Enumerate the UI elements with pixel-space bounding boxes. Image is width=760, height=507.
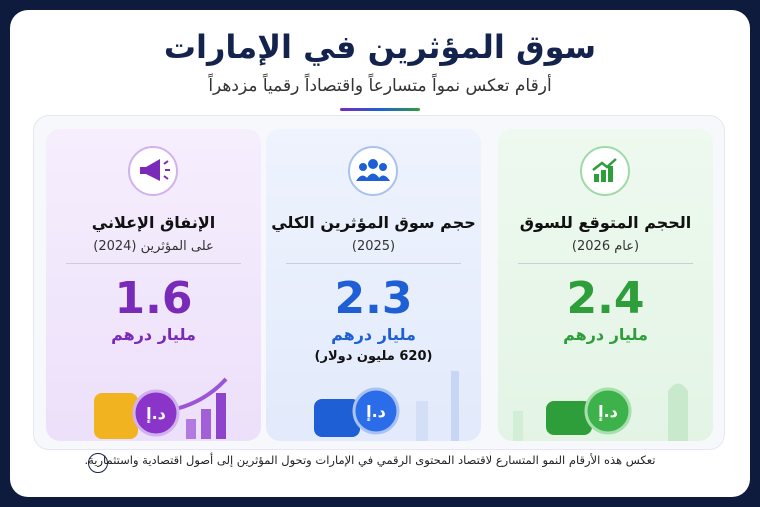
card-value: 1.6 <box>114 273 193 324</box>
subtitle: أرقام تعكس نمواً متسارعاً واقتصاداً رقمي… <box>208 76 552 96</box>
divider <box>340 108 420 111</box>
panel: سوق المؤثرين في الإمارات أرقام تعكس نموا… <box>10 10 750 497</box>
footer-text: تعكس هذه الأرقام النمو المتسارع لاقتصاد … <box>84 453 656 467</box>
separator <box>66 263 241 264</box>
svg-text:د.إ: د.إ <box>366 402 386 421</box>
footer-icon <box>88 453 108 473</box>
card-subtitle: على المؤثرين (2024) <box>93 239 214 254</box>
cards-area: الحجم المتوقع للسوق (عام 2026) 2.4 مليار… <box>33 115 725 450</box>
illustration: د.إ <box>513 383 688 441</box>
card-unit: مليار درهم <box>331 325 416 344</box>
icon <box>580 146 630 196</box>
card-title: حجم سوق المؤثرين الكلي <box>271 213 476 232</box>
illustration: د.إ <box>94 377 228 439</box>
card: الإنفاق الإعلاني على المؤثرين (2024) 1.6… <box>46 129 261 441</box>
card-note: (620 مليون دولار) <box>314 349 433 364</box>
card-value: 2.4 <box>566 273 645 324</box>
card-unit: مليار درهم <box>111 325 196 344</box>
card-unit: مليار درهم <box>563 325 648 344</box>
card: حجم سوق المؤثرين الكلي (2025) 2.3 مليار … <box>266 129 481 441</box>
separator <box>518 263 693 264</box>
separator <box>286 263 461 264</box>
icon <box>348 146 398 196</box>
card-title: الحجم المتوقع للسوق <box>519 213 692 232</box>
svg-text:د.إ: د.إ <box>598 402 618 421</box>
card-title: الإنفاق الإعلاني <box>91 213 216 232</box>
title: سوق المؤثرين في الإمارات <box>163 28 597 66</box>
card-value: 2.3 <box>334 273 413 324</box>
icon <box>128 146 178 196</box>
card-subtitle: (عام 2026) <box>571 239 640 254</box>
card: الحجم المتوقع للسوق (عام 2026) 2.4 مليار… <box>498 129 713 441</box>
card-subtitle: (2025) <box>351 239 396 254</box>
illustration: د.إ <box>314 371 459 441</box>
svg-text:د.إ: د.إ <box>146 404 166 423</box>
